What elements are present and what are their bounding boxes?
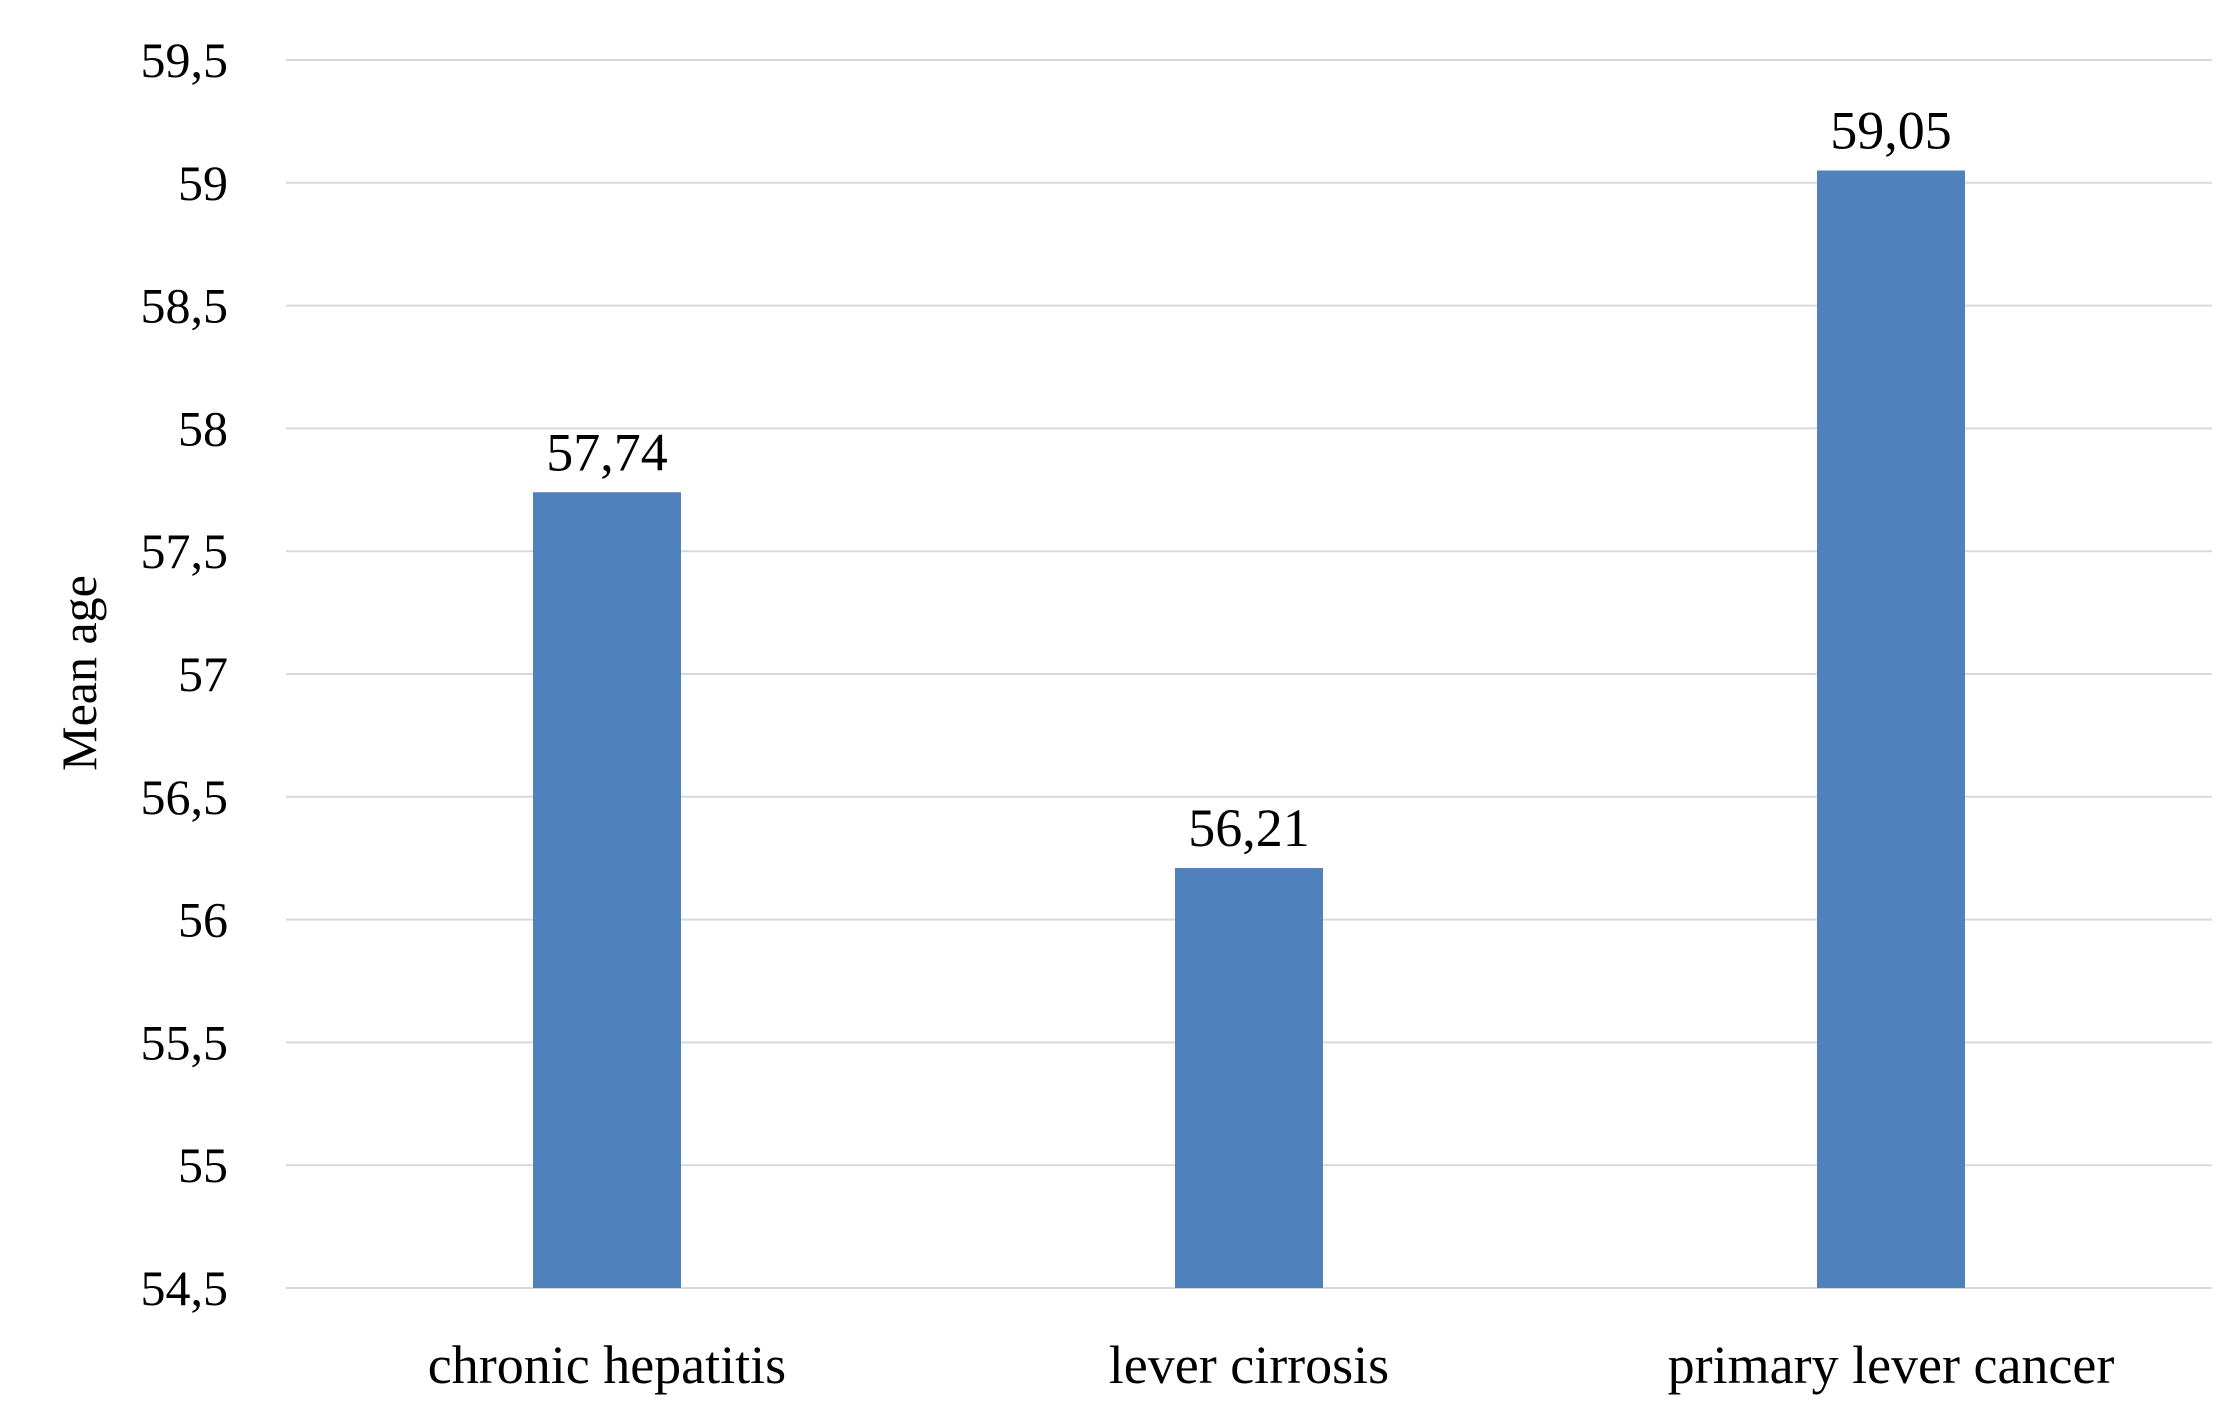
bar [533,492,681,1289]
data-labels: 57,74 56,21 59,05 [546,101,1952,859]
y-tick-label: 59 [178,155,228,211]
x-tick-label: primary lever cancer [1668,1335,2115,1395]
bar [1175,868,1323,1288]
y-tick-label: 57,5 [141,523,229,579]
bar-value-label: 59,05 [1830,101,1952,161]
y-tick-label: 54,5 [141,1260,229,1316]
bar-value-label: 56,21 [1188,798,1310,858]
bars [533,170,1965,1289]
y-tick-label: 55 [178,1137,228,1193]
y-tick-label: 59,5 [141,32,229,88]
x-tick-label: lever cirrosis [1109,1335,1389,1395]
y-tick-label: 58,5 [141,278,229,334]
y-axis-title: Mean age [51,575,107,771]
y-tick-label: 55,5 [141,1014,229,1070]
bar [1817,170,1965,1288]
y-axis-tick-labels: 54,5 55 55,5 56 56,5 57 57,5 58 58,5 59 59,5 [141,32,229,1316]
y-tick-label: 56 [178,892,228,948]
x-tick-label: chronic hepatitis [428,1335,786,1395]
y-tick-label: 58 [178,400,228,456]
y-tick-label: 56,5 [141,769,229,825]
x-axis-tick-labels: chronic hepatitis lever cirrosis primary l… [428,1335,2115,1395]
bar-value-label: 57,74 [546,422,668,482]
y-tick-label: 57 [178,646,228,702]
